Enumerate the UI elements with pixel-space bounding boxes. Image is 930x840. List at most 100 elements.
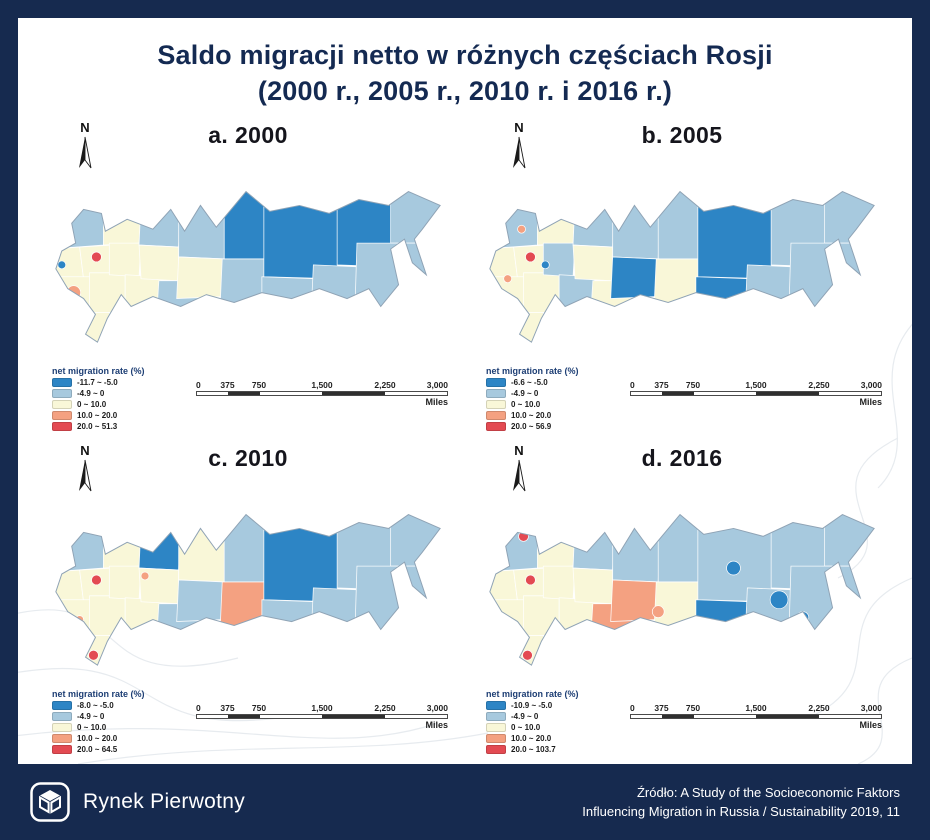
north-arrow-left-half bbox=[79, 460, 85, 491]
brand: Rynek Pierwotny bbox=[30, 782, 245, 822]
scale-tick: 0 bbox=[630, 703, 635, 713]
scale-tick: 1,500 bbox=[745, 380, 767, 390]
compass-n-label: N bbox=[514, 443, 523, 458]
legend-label: 0 ~ 10.0 bbox=[77, 723, 107, 732]
scale-segment bbox=[693, 392, 756, 395]
scale-track bbox=[630, 391, 882, 396]
scale-tick: 3,000 bbox=[860, 703, 882, 713]
scale-tick-labels: 0 375 750 1,500 2,250 3,000 bbox=[630, 703, 882, 714]
scale-tick-labels: 0 375 750 1,500 2,250 3,000 bbox=[196, 703, 448, 714]
source-line-2: Influencing Migration in Russia / Sustai… bbox=[582, 804, 900, 819]
legend-row: -8.0 ~ -5.0 bbox=[52, 701, 145, 710]
map-d-2016 bbox=[489, 513, 875, 666]
panel-b-2005: N b. 2005 net migration rate (%) -6.6 ~ … bbox=[478, 120, 886, 437]
scale-unit-label: Miles bbox=[425, 720, 448, 730]
scale-segment bbox=[228, 392, 260, 395]
legend-swatch-dark-blue bbox=[486, 378, 506, 387]
north-arrow-right-half bbox=[518, 459, 526, 492]
scale-tick: 1,500 bbox=[311, 380, 333, 390]
scale-segment bbox=[662, 392, 694, 395]
legend-label: 10.0 ~ 20.0 bbox=[77, 734, 118, 743]
scale-segment bbox=[384, 392, 447, 395]
map-legend-2005: net migration rate (%) -6.6 ~ -5.0 -4.9 … bbox=[486, 366, 579, 431]
legend-row: 0 ~ 10.0 bbox=[52, 723, 145, 732]
legend-label: 10.0 ~ 20.0 bbox=[511, 411, 552, 420]
panel-title-2010: c. 2010 bbox=[208, 445, 288, 471]
legend-swatch-light-blue bbox=[52, 389, 72, 398]
map-legend-2000: net migration rate (%) -11.7 ~ -5.0 -4.9… bbox=[52, 366, 145, 431]
legend-row: 10.0 ~ 20.0 bbox=[52, 411, 145, 420]
panel-a-2000: N a. 2000 net migration rate (%) -11.7 ~… bbox=[44, 120, 452, 437]
legend-row: -10.9 ~ -5.0 bbox=[486, 701, 579, 710]
scale-tick: 375 bbox=[654, 703, 669, 713]
legend-row: -11.7 ~ -5.0 bbox=[52, 378, 145, 387]
legend-swatch-light-blue bbox=[486, 712, 506, 721]
legend-label: -10.9 ~ -5.0 bbox=[511, 701, 553, 710]
scale-segment bbox=[322, 715, 385, 718]
north-arrow-right-half bbox=[84, 136, 92, 169]
footer-bar: Rynek Pierwotny Źródło: A Study of the S… bbox=[0, 764, 930, 840]
scale-bar: 0 375 750 1,500 2,250 3,000 Mile bbox=[630, 703, 882, 730]
scale-tick: 0 bbox=[630, 380, 635, 390]
north-arrow-right-half bbox=[518, 136, 526, 169]
scale-segment bbox=[384, 715, 447, 718]
compass-north-arrow: N bbox=[508, 120, 530, 177]
legend-row: 20.0 ~ 51.3 bbox=[52, 422, 145, 431]
scale-tick: 2,250 bbox=[808, 380, 830, 390]
legend-label: 10.0 ~ 20.0 bbox=[511, 734, 552, 743]
legend-label: 20.0 ~ 51.3 bbox=[77, 422, 118, 431]
legend-label: -11.7 ~ -5.0 bbox=[77, 378, 118, 387]
scale-tick: 2,250 bbox=[374, 380, 396, 390]
legend-swatch-red bbox=[52, 422, 72, 431]
legend-swatch-cream bbox=[52, 400, 72, 409]
scale-bar: 0 375 750 1,500 2,250 3,000 Mile bbox=[196, 703, 448, 730]
scale-unit-label: Miles bbox=[425, 397, 448, 407]
legend-label: -6.6 ~ -5.0 bbox=[511, 378, 548, 387]
legend-title: net migration rate (%) bbox=[52, 366, 145, 376]
legend-swatch-dark-blue bbox=[486, 701, 506, 710]
scale-tick: 750 bbox=[685, 703, 701, 713]
legend-swatch-salmon bbox=[486, 734, 506, 743]
scale-unit-label: Miles bbox=[859, 720, 882, 730]
legend-swatch-red bbox=[486, 422, 506, 431]
north-arrow-left-half bbox=[513, 460, 519, 491]
legend-swatch-dark-blue bbox=[52, 701, 72, 710]
compass-n-label: N bbox=[80, 443, 89, 458]
legend-label: -4.9 ~ 0 bbox=[77, 389, 105, 398]
scale-tick: 0 bbox=[196, 703, 201, 713]
scale-segment bbox=[818, 392, 881, 395]
legend-row: -4.9 ~ 0 bbox=[486, 712, 579, 721]
scale-segment bbox=[197, 715, 229, 718]
brand-name: Rynek Pierwotny bbox=[83, 790, 246, 813]
scale-track bbox=[196, 714, 448, 719]
north-arrow-right-half bbox=[84, 459, 92, 492]
scale-track bbox=[196, 391, 448, 396]
scale-tick: 3,000 bbox=[426, 703, 448, 713]
scale-tick-labels: 0 375 750 1,500 2,250 3,000 bbox=[196, 380, 448, 391]
legend-label: -4.9 ~ 0 bbox=[511, 389, 539, 398]
figure-title-line-2: (2000 r., 2005 r., 2010 r. i 2016 r.) bbox=[257, 75, 673, 106]
legend-row: 0 ~ 10.0 bbox=[486, 723, 579, 732]
compass-north-arrow: N bbox=[74, 443, 96, 500]
scale-segment bbox=[631, 392, 663, 395]
scale-unit-label: Miles bbox=[859, 397, 882, 407]
legend-row: 10.0 ~ 20.0 bbox=[486, 411, 579, 420]
scale-segment bbox=[693, 715, 756, 718]
scale-track bbox=[630, 714, 882, 719]
legend-label: 20.0 ~ 64.5 bbox=[77, 745, 118, 754]
legend-label: -4.9 ~ 0 bbox=[77, 712, 105, 721]
source-citation: Źródło: A Study of the Socioeconomic Fak… bbox=[582, 783, 900, 822]
scale-bar: 0 375 750 1,500 2,250 3,000 Mile bbox=[630, 380, 882, 407]
north-arrow-left-half bbox=[513, 137, 519, 168]
map-a-2000 bbox=[55, 190, 441, 343]
scale-tick-labels: 0 375 750 1,500 2,250 3,000 bbox=[630, 380, 882, 391]
scale-tick: 2,250 bbox=[374, 703, 396, 713]
scale-tick: 375 bbox=[220, 703, 235, 713]
scale-tick: 1,500 bbox=[745, 703, 767, 713]
scale-tick: 750 bbox=[251, 703, 267, 713]
legend-swatch-red bbox=[52, 745, 72, 754]
scale-segment bbox=[259, 715, 322, 718]
scale-tick: 2,250 bbox=[808, 703, 830, 713]
legend-label: 0 ~ 10.0 bbox=[511, 400, 541, 409]
figure-area: Saldo migracji netto w różnych częściach… bbox=[18, 18, 912, 764]
